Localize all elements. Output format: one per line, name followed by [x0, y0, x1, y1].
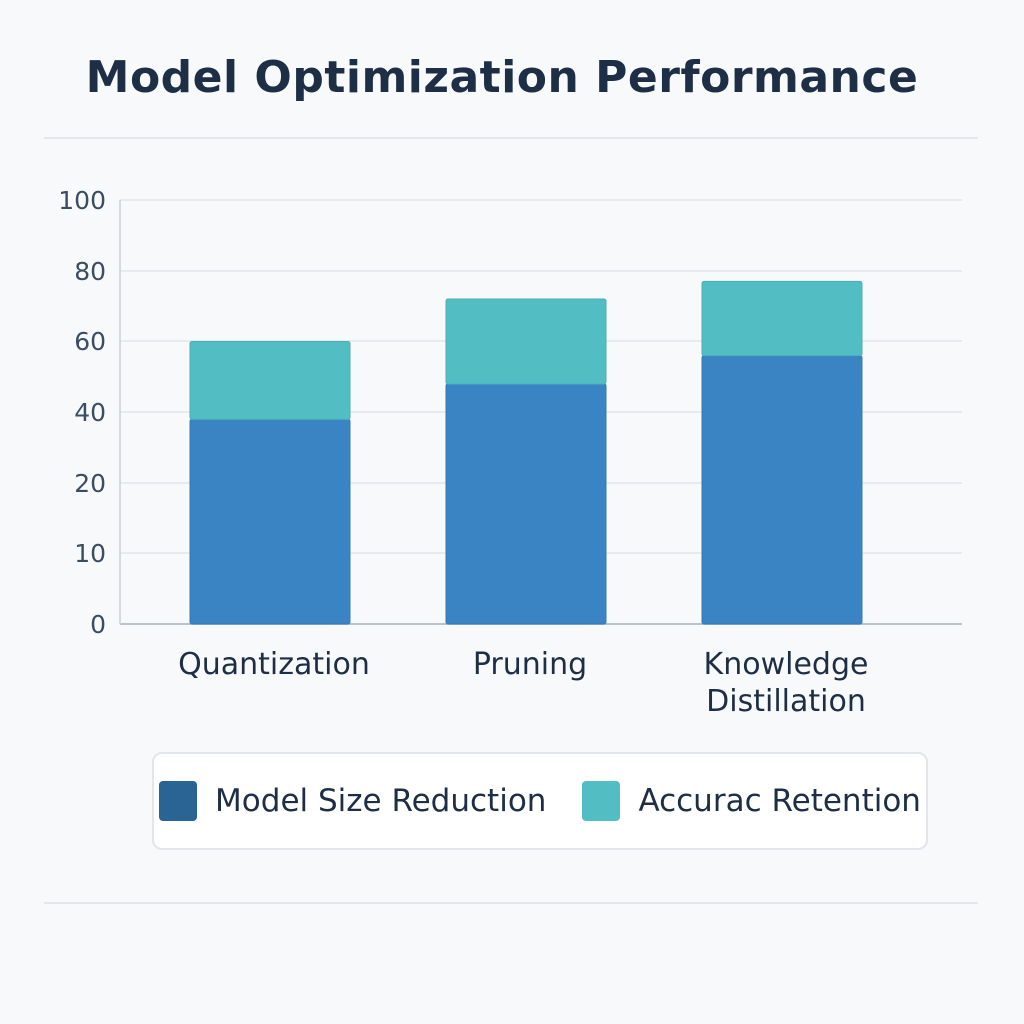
x-tick-label-pruning: Pruning: [473, 647, 587, 682]
bar-chart: 0 10 20 40 60 80 100 Quantization Pruning Knowled…: [58, 186, 962, 719]
x-tick-label-knowledge-distillation: Distillation: [706, 684, 866, 719]
legend-item-accurac-retention: Accurac Retention: [582, 781, 921, 821]
y-tick-label: 40: [74, 398, 106, 427]
legend-label-accurac-retention: Accurac Retention: [638, 783, 921, 819]
bottom-divider: [44, 902, 978, 904]
x-tick-label-knowledge-distillation: Knowledge: [704, 647, 869, 682]
bar-quantization-model-size-reduction: [189, 418, 351, 625]
y-tick-label: 100: [58, 186, 106, 215]
y-tick-label: 0: [90, 610, 106, 639]
top-divider: [44, 137, 978, 139]
y-tick-label: 20: [74, 469, 106, 498]
bar-quantization-accurac-retention: [189, 341, 351, 420]
legend-label-model-size-reduction: Model Size Reduction: [215, 783, 547, 819]
bar-knowledge-distillation-accurac-retention: [701, 280, 863, 357]
legend-swatch-model-size-reduction: [159, 781, 198, 821]
legend: Model Size Reduction Accurac Retention: [152, 752, 928, 850]
chart-title: Model Optimization Performance: [85, 52, 919, 103]
legend-swatch-accurac-retention: [582, 781, 621, 821]
y-tick-label: 60: [74, 327, 106, 356]
y-tick-label: 80: [74, 257, 106, 286]
bar-pruning-model-size-reduction: [445, 383, 607, 625]
bar-pruning-accurac-retention: [445, 298, 607, 385]
y-tick-label: 10: [74, 539, 106, 568]
x-tick-label-quantization: Quantization: [178, 647, 370, 682]
legend-item-model-size-reduction: Model Size Reduction: [159, 781, 546, 821]
bar-knowledge-distillation-model-size-reduction: [701, 355, 863, 625]
